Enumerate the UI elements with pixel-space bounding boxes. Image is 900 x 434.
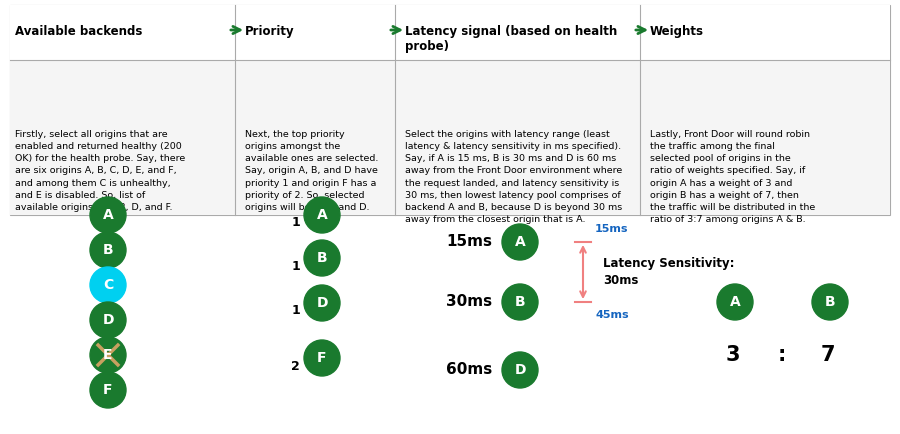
Bar bbox=[10, 60, 890, 215]
Text: Priority: Priority bbox=[245, 25, 294, 38]
Circle shape bbox=[90, 197, 126, 233]
Text: B: B bbox=[515, 295, 526, 309]
Text: 1: 1 bbox=[292, 217, 300, 230]
Circle shape bbox=[502, 352, 538, 388]
Text: 7: 7 bbox=[821, 345, 835, 365]
Text: F: F bbox=[104, 383, 112, 397]
Circle shape bbox=[502, 284, 538, 320]
Text: 15ms: 15ms bbox=[446, 234, 492, 250]
Circle shape bbox=[304, 197, 340, 233]
Text: Lastly, Front Door will round robin
the traffic among the final
selected pool of: Lastly, Front Door will round robin the … bbox=[650, 130, 815, 224]
Circle shape bbox=[304, 285, 340, 321]
Text: B: B bbox=[824, 295, 835, 309]
Text: A: A bbox=[730, 295, 741, 309]
Text: Weights: Weights bbox=[650, 25, 704, 38]
Circle shape bbox=[90, 302, 126, 338]
Text: Firstly, select all origins that are
enabled and returned healthy (200
OK) for t: Firstly, select all origins that are ena… bbox=[15, 130, 185, 212]
Text: D: D bbox=[316, 296, 328, 310]
Text: 15ms: 15ms bbox=[595, 224, 628, 234]
Text: Latency Sensitivity:
30ms: Latency Sensitivity: 30ms bbox=[603, 257, 734, 286]
Text: F: F bbox=[317, 351, 327, 365]
Circle shape bbox=[812, 284, 848, 320]
Text: 1: 1 bbox=[292, 305, 300, 318]
Text: 30ms: 30ms bbox=[446, 295, 492, 309]
Bar bbox=[10, 5, 890, 215]
Text: D: D bbox=[103, 313, 113, 327]
Text: C: C bbox=[103, 278, 113, 292]
Text: E: E bbox=[104, 348, 112, 362]
Circle shape bbox=[90, 372, 126, 408]
Text: Latency signal (based on health
probe): Latency signal (based on health probe) bbox=[405, 25, 617, 53]
Text: 3: 3 bbox=[725, 345, 740, 365]
Text: 1: 1 bbox=[292, 260, 300, 273]
Text: B: B bbox=[317, 251, 328, 265]
Text: D: D bbox=[514, 363, 526, 377]
Text: Available backends: Available backends bbox=[15, 25, 142, 38]
Circle shape bbox=[90, 267, 126, 303]
Text: 45ms: 45ms bbox=[595, 310, 628, 320]
Text: A: A bbox=[515, 235, 526, 249]
Text: :: : bbox=[778, 345, 787, 365]
Circle shape bbox=[304, 240, 340, 276]
Text: 2: 2 bbox=[292, 359, 300, 372]
Circle shape bbox=[90, 232, 126, 268]
Bar bbox=[10, 5, 890, 60]
Circle shape bbox=[502, 224, 538, 260]
Text: B: B bbox=[103, 243, 113, 257]
Text: A: A bbox=[317, 208, 328, 222]
Circle shape bbox=[90, 337, 126, 373]
Circle shape bbox=[717, 284, 753, 320]
Text: Next, the top priority
origins amongst the
available ones are selected.
Say, ori: Next, the top priority origins amongst t… bbox=[245, 130, 378, 212]
Text: Select the origins with latency range (least
latency & latency sensitivity in ms: Select the origins with latency range (l… bbox=[405, 130, 622, 224]
Circle shape bbox=[304, 340, 340, 376]
Text: A: A bbox=[103, 208, 113, 222]
Text: 60ms: 60ms bbox=[446, 362, 492, 378]
